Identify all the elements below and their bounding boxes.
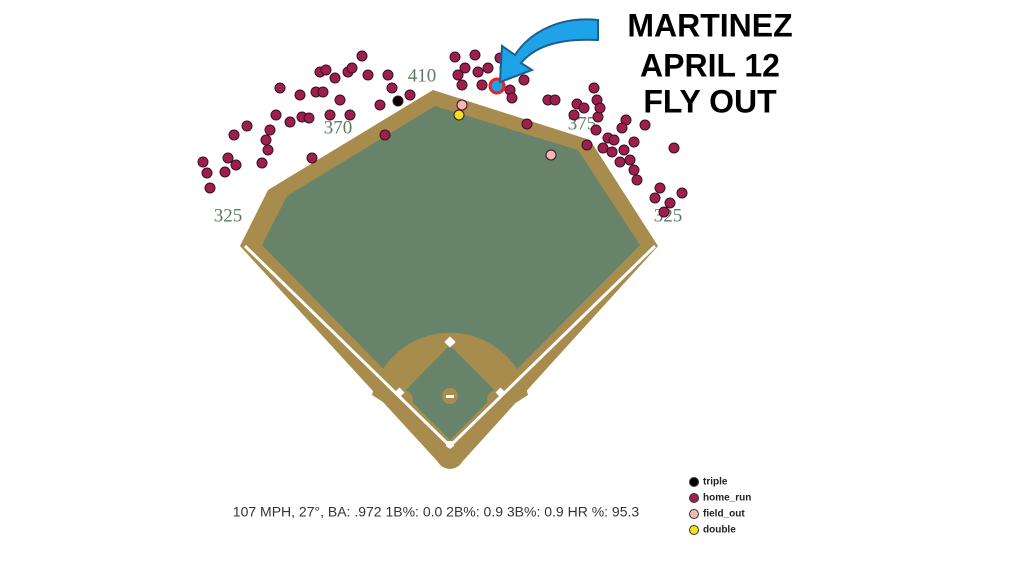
hit-point [456,79,468,91]
hit-point [568,109,580,121]
hit-point [392,95,404,107]
hit-point [606,146,618,158]
hit-point [264,124,276,136]
hit-point [456,99,468,111]
hit-point [334,94,346,106]
hit-point [616,122,628,134]
hit-point [521,118,533,130]
hit-point [294,89,306,101]
hit-point [594,102,606,114]
hit-point [386,82,398,94]
distance-label: 370 [324,117,353,138]
hit-point [658,206,670,218]
distance-label: 410 [408,65,437,86]
hit-point [197,156,209,168]
hit-point [590,124,602,136]
hit-point [374,99,386,111]
hit-point [260,134,272,146]
hit-point [324,109,336,121]
hit-point [624,154,636,166]
hit-point [476,79,488,91]
hit-point [270,109,282,121]
hit-point [592,111,604,123]
annotation: MARTINEZ [627,7,792,43]
hit-point [668,142,680,154]
hit-point [344,109,356,121]
hit-point [608,134,620,146]
legend-label: double [703,525,736,536]
hit-point [449,51,461,63]
legend-marker [689,525,699,535]
hit-point [506,92,518,104]
field [240,90,658,469]
hit-point [346,62,358,74]
hit-point [356,50,368,62]
legend-marker [689,477,699,487]
hit-point [472,66,484,78]
hit-point [549,94,561,106]
hit-point [256,157,268,169]
hit-point [230,159,242,171]
hit-point [362,69,374,81]
hit-point [614,156,626,168]
distance-label: 325 [214,205,243,226]
hit-point [664,197,676,209]
hit-point [317,86,329,98]
hit-point [320,64,332,76]
hit-point [631,174,643,186]
legend-marker [689,493,699,503]
hit-point [228,129,240,141]
legend-label: home_run [703,493,751,504]
hit-point [518,74,530,86]
hit-point [379,129,391,141]
hit-point [597,142,609,154]
hit-point [588,82,600,94]
hit-point [628,164,640,176]
hit-point [262,144,274,156]
hit-point [329,72,341,84]
hit-point [453,109,465,121]
stats: 107 MPH, 27°, BA: .972 1B%: 0.0 2B%: 0.9… [233,504,640,520]
hit-point [241,120,253,132]
hit-point [284,116,296,128]
hit-point [452,69,464,81]
hit-point [469,49,481,61]
hit-point [382,69,394,81]
arrow [498,18,599,84]
hit-point [578,102,590,114]
hit-point [649,192,661,204]
legend-label: field_out [703,509,745,520]
hit-point [676,187,688,199]
hit-point [201,167,213,179]
hit-point [581,139,593,151]
hit-point [545,149,557,161]
hit-point [204,182,216,194]
hit-point [654,182,666,194]
hit-point [628,136,640,148]
hit-point [222,152,234,164]
hit-point [303,112,315,124]
legend-label: triple [703,477,728,488]
hit-point [459,62,471,74]
hit-point [274,82,286,94]
hit-point [482,62,494,74]
legend-marker [689,509,699,519]
hit-point [618,144,630,156]
hit-point [639,119,651,131]
hit-point [306,152,318,164]
annotation: APRIL 12 [640,47,780,83]
hit-point [219,166,231,178]
annotation: FLY OUT [643,83,777,119]
hit-point [404,89,416,101]
